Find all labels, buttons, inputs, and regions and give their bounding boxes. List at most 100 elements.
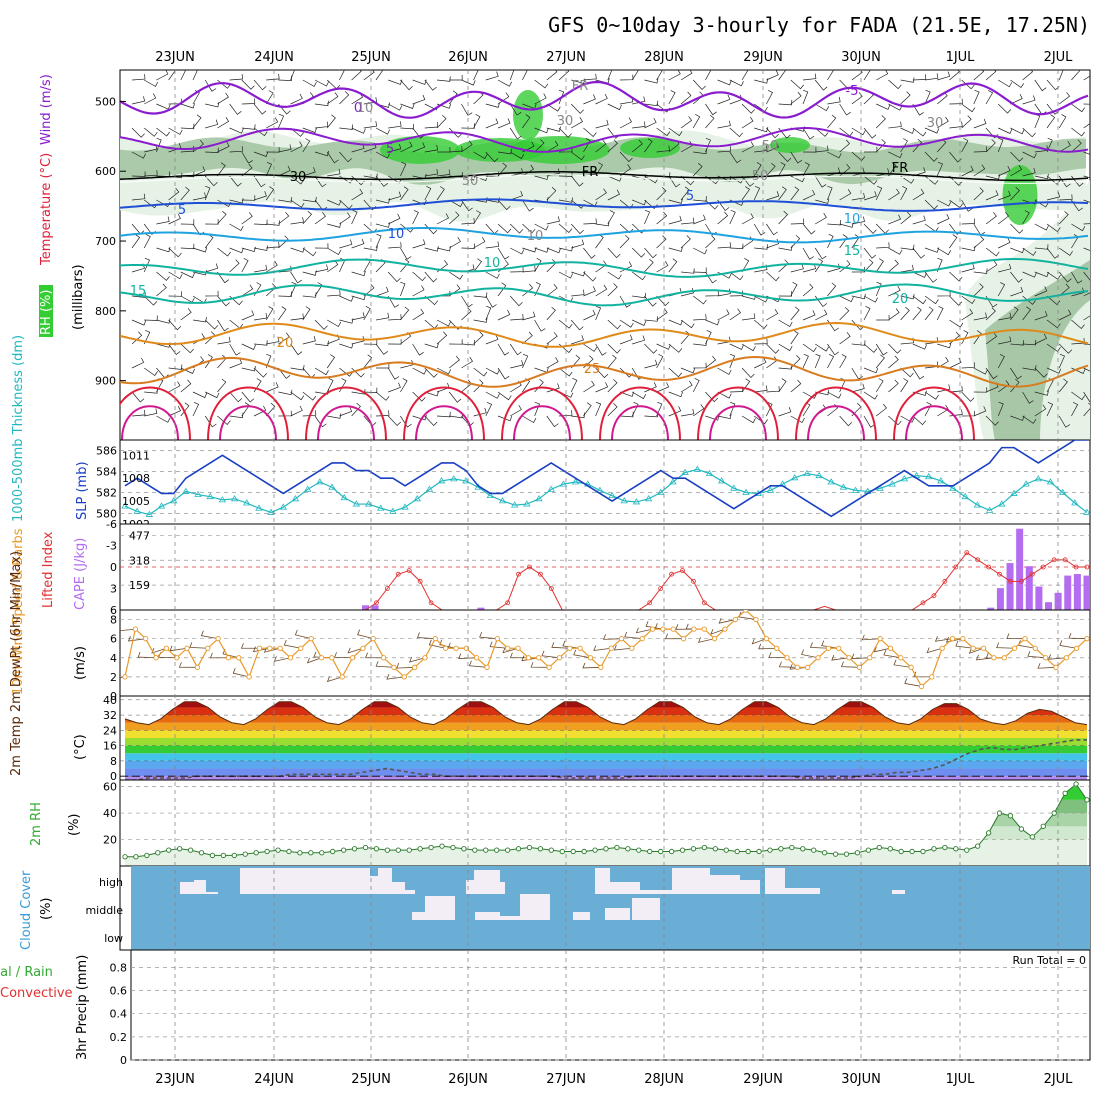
wind-speed-point xyxy=(236,655,242,661)
wind-barb xyxy=(607,271,622,280)
wind-barb xyxy=(729,151,742,164)
contour-label: 30 xyxy=(927,116,944,131)
wind-barb xyxy=(863,223,877,234)
wind-barb xyxy=(680,288,695,297)
wind-barb xyxy=(1046,114,1056,129)
wind-barb xyxy=(534,378,544,393)
bottom-date-label: 1JUL xyxy=(946,1072,976,1087)
rh-point xyxy=(581,848,587,855)
wind-barb xyxy=(851,127,866,136)
rh-point xyxy=(494,847,500,853)
wind-barb xyxy=(180,219,195,225)
wind-barb xyxy=(876,103,891,110)
wind-barb xyxy=(717,211,729,225)
lifted-index-point xyxy=(942,578,948,584)
temperature-contour-hot xyxy=(403,386,485,440)
wind-barb xyxy=(217,141,230,153)
wind-speed-label: 10m Wind Speed & Barbs xyxy=(11,528,26,695)
wind-barb xyxy=(522,415,537,423)
wind-barb xyxy=(351,270,366,277)
wind-barb xyxy=(253,79,267,91)
wind-barb xyxy=(424,169,439,177)
rh-point xyxy=(231,852,237,859)
surface-wind-barb xyxy=(347,647,364,654)
wind-barb xyxy=(290,365,305,371)
wind-barb xyxy=(217,378,227,393)
wind-barb xyxy=(1022,247,1037,256)
wind-barb xyxy=(973,387,988,393)
wind-barb xyxy=(692,295,707,305)
wind-barb xyxy=(729,308,741,321)
wind-barb xyxy=(387,271,401,283)
high-cloud-block xyxy=(206,892,218,894)
lifted-index-point xyxy=(691,578,696,584)
surface-wind-barb xyxy=(409,656,426,663)
wind-barb xyxy=(741,258,750,273)
wind-barb xyxy=(363,283,375,297)
wind-barb xyxy=(522,70,528,81)
lifted-index-tick-label: 0 xyxy=(110,561,117,574)
wind-barb xyxy=(265,161,272,177)
wind-barb xyxy=(802,162,810,177)
wind-barb xyxy=(985,127,999,139)
wind-barb xyxy=(912,271,927,278)
wind-barb xyxy=(924,391,939,400)
wind-barb xyxy=(351,209,358,225)
wind-barb xyxy=(412,199,427,206)
wind-barb xyxy=(937,116,949,129)
wind-barb xyxy=(668,343,683,353)
wind-barb xyxy=(717,146,731,153)
wind-speed-point xyxy=(825,645,832,651)
wind-speed-point xyxy=(929,674,935,680)
wind-barb xyxy=(241,212,253,225)
surface-wind-barb xyxy=(996,642,1015,649)
wind-barb xyxy=(497,162,508,177)
wind-barb xyxy=(302,336,316,345)
wind-barb xyxy=(753,185,761,201)
wind-barb xyxy=(717,120,731,129)
wind-barb xyxy=(461,140,473,153)
high-cloud-block xyxy=(392,882,405,894)
rh-point xyxy=(209,852,216,859)
wind-speed-point xyxy=(380,655,387,661)
wind-barb xyxy=(863,391,878,400)
wind-barb xyxy=(1022,271,1037,278)
wind-barb xyxy=(290,391,305,401)
wind-speed-point xyxy=(484,664,490,670)
bottom-date-label: 25JUN xyxy=(351,1072,391,1087)
wind-barb xyxy=(949,175,963,186)
wind-barb xyxy=(168,127,183,135)
rh-point xyxy=(832,851,839,857)
wind-barb xyxy=(1034,223,1049,231)
wind-barb xyxy=(949,295,963,306)
surface-wind-barb xyxy=(252,646,270,653)
thickness-point xyxy=(998,500,1006,507)
rh-point xyxy=(1007,813,1014,819)
wind-barb xyxy=(339,343,354,349)
wind-barb xyxy=(973,367,988,375)
rh-point xyxy=(658,848,664,855)
wind-barb xyxy=(1010,151,1024,162)
wind-barb xyxy=(1022,127,1036,138)
wind-barb xyxy=(692,377,700,393)
wind-barb xyxy=(595,367,609,379)
wind-barb xyxy=(851,293,866,300)
wind-speed-point xyxy=(1032,645,1038,651)
wind-barb xyxy=(558,271,574,279)
thickness-label: 1000-500mb Thickness (dm) xyxy=(11,335,26,522)
wind-barb xyxy=(1083,367,1090,372)
top-date-label: 25JUN xyxy=(351,50,391,65)
wind-barb xyxy=(656,308,668,321)
wind-barb xyxy=(888,285,901,297)
wind-barb xyxy=(851,92,863,105)
rh-point xyxy=(351,846,358,852)
wind-barb xyxy=(265,186,275,201)
wind-barb xyxy=(754,295,769,303)
wind-barb xyxy=(790,235,801,249)
wind-speed-point xyxy=(918,683,925,690)
bottom-date-label: 28JUN xyxy=(644,1072,684,1087)
cape-label: CAPE (J/kg) xyxy=(73,538,88,610)
wind-barb xyxy=(278,144,292,153)
wind-barb xyxy=(680,367,696,374)
